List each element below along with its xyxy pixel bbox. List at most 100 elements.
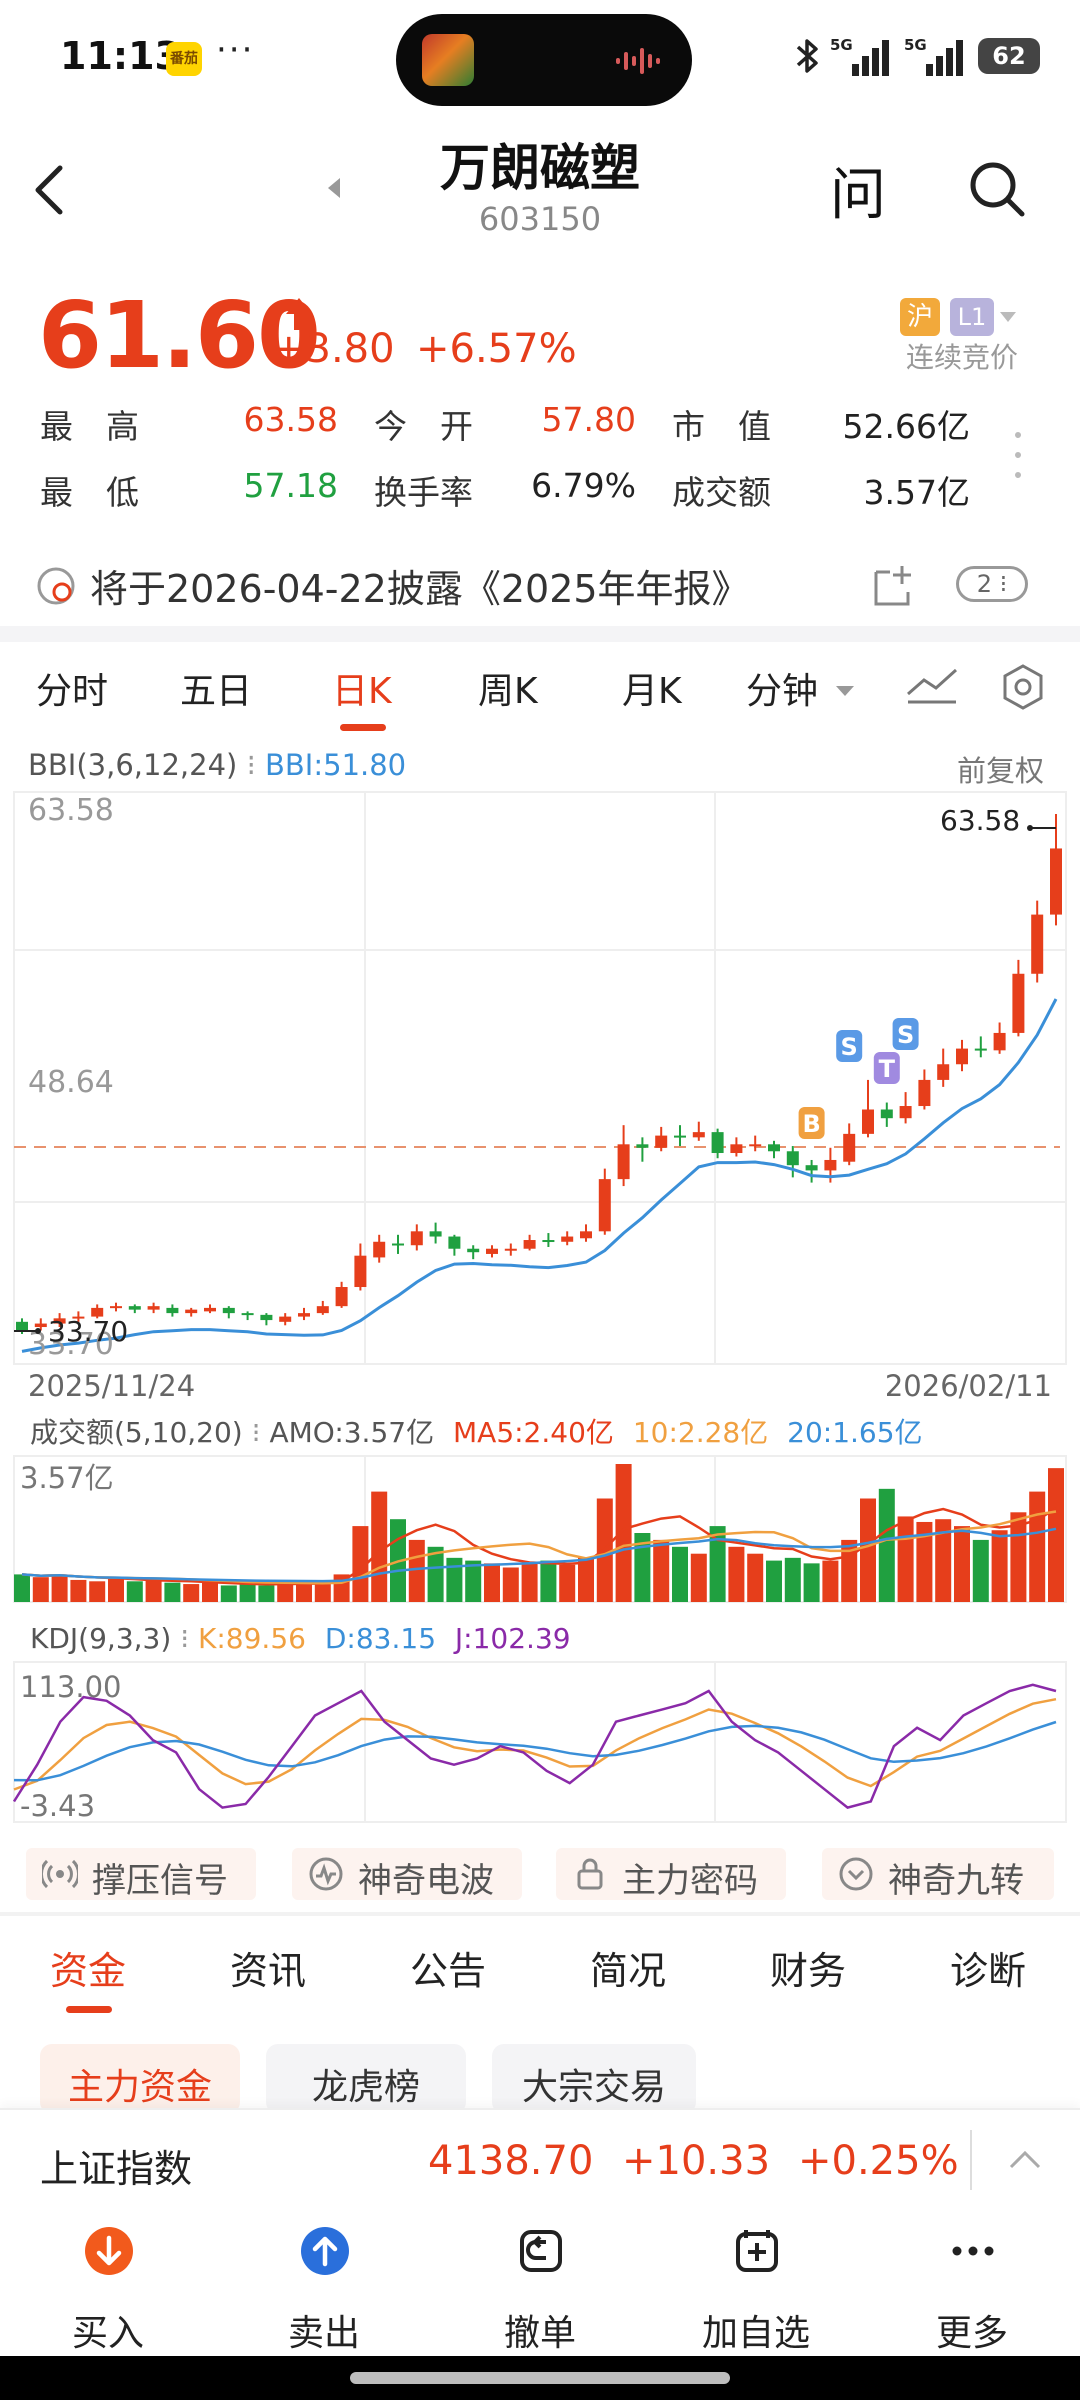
volume-bar: [747, 1553, 764, 1602]
candle: [880, 1109, 893, 1119]
kline-y-mid: 48.64: [28, 1065, 114, 1100]
volume-bar: [521, 1563, 538, 1602]
candle: [279, 1316, 292, 1322]
feature-nine-turn[interactable]: 神奇九转: [822, 1848, 1054, 1901]
tab-funds[interactable]: 资金: [50, 1949, 127, 1993]
candle: [185, 1309, 198, 1314]
candle: [128, 1306, 141, 1310]
candle: [824, 1159, 837, 1171]
volume-bar: [784, 1557, 801, 1602]
chart-settings-icon[interactable]: [998, 662, 1048, 712]
add-note-icon[interactable]: [868, 562, 918, 610]
feature-label-2: 神奇电波: [358, 1861, 494, 1901]
stat-label-high: 最 高: [40, 407, 139, 446]
tab-monthly-k[interactable]: 月K: [622, 671, 682, 712]
search-icon[interactable]: [966, 158, 1028, 220]
index-value: 4138.70: [428, 2138, 594, 2184]
tab-diagnosis[interactable]: 诊断: [950, 1949, 1027, 1993]
date-start: 2025/11/24: [28, 1369, 195, 1403]
app-notification-icon: 番茄: [166, 42, 202, 76]
chevron-up-icon[interactable]: [1008, 2148, 1042, 2170]
signal-badge[interactable]: [873, 1052, 900, 1084]
kdj-y-top: 113.00: [20, 1670, 121, 1704]
feature-main-password[interactable]: 主力密码: [556, 1848, 786, 1901]
feature-label-1: 撑压信号: [92, 1861, 228, 1901]
volume-bar: [841, 1539, 858, 1602]
kdj-j-line: [12, 1683, 1057, 1809]
more-stats-icon[interactable]: [1014, 430, 1022, 480]
chevron-circle-icon: [839, 1857, 873, 1891]
minute-dropdown-icon[interactable]: [836, 686, 854, 696]
kline-frame: [13, 791, 1067, 1365]
tab-intraday[interactable]: 分时: [36, 671, 109, 712]
volume-bar: [1048, 1468, 1064, 1602]
signal-badge[interactable]: [836, 1030, 863, 1062]
cancel-order-button[interactable]: 撤单: [480, 2212, 600, 2354]
kdj-header[interactable]: KDJ(9,3,3) ⁝ K:89.56 D:83.15 J:102.39: [30, 1622, 571, 1655]
sell-button[interactable]: 卖出: [264, 2212, 384, 2354]
volume-bar: [89, 1581, 106, 1602]
feature-magic-wave[interactable]: 神奇电波: [292, 1848, 522, 1901]
volume-bar: [484, 1563, 500, 1602]
buy-button[interactable]: 买入: [48, 2212, 168, 2354]
home-indicator[interactable]: [350, 2372, 730, 2384]
subtab-main-funds[interactable]: 主力资金: [40, 2044, 240, 2114]
trade-signals[interactable]: B STS: [798, 1018, 919, 1139]
cancel-order-icon: [520, 2230, 562, 2272]
tab-news[interactable]: 资讯: [230, 1949, 307, 1993]
volume-bar: [277, 1582, 294, 1602]
volume-bar: [709, 1526, 726, 1602]
volume-bar: [822, 1560, 839, 1602]
level-dropdown-icon[interactable]: [1000, 312, 1016, 322]
subtab-block-trade[interactable]: 大宗交易: [492, 2044, 696, 2114]
stat-value-low: 57.18: [243, 466, 338, 505]
tab-financials[interactable]: 财务: [770, 1949, 847, 1993]
volume-bar: [672, 1546, 688, 1602]
chart-draw-icon[interactable]: [904, 664, 960, 708]
feature-label-3: 主力密码: [622, 1861, 758, 1901]
subtab-dragon-tiger[interactable]: 龙虎榜: [266, 2044, 466, 2114]
signal-label: S: [841, 1033, 858, 1061]
candle: [335, 1287, 348, 1307]
feature-support-resistance[interactable]: 撑压信号: [26, 1848, 256, 1901]
back-arrow-icon[interactable]: [30, 160, 70, 220]
signal-badge[interactable]: [892, 1018, 919, 1050]
level-tag[interactable]: L1: [950, 298, 994, 336]
candle: [580, 1231, 592, 1239]
tab-5day[interactable]: 五日: [180, 671, 253, 712]
index-ticker-bar[interactable]: 上证指数 4138.70 +10.33 +0.25%: [0, 2108, 1080, 2212]
add-watchlist-button[interactable]: 加自选: [696, 2212, 816, 2354]
tab-daily-k[interactable]: 日K: [332, 671, 392, 712]
tab-minute[interactable]: 分钟: [746, 671, 819, 712]
candle: [993, 1032, 1006, 1051]
disclosure-bar[interactable]: 将于2026-04-22披露《2025年年报》 2 ⁝: [0, 552, 1080, 616]
kline-chart[interactable]: 63.58 48.64 33.70 63.58 33.70 B STS 2025/…: [0, 790, 1080, 1840]
stat-label-low: 最 低: [40, 473, 139, 512]
candle: [749, 1144, 762, 1147]
prev-stock-icon[interactable]: [328, 178, 340, 198]
kdj-k: K:89.56: [198, 1622, 306, 1655]
tab-profile[interactable]: 简况: [590, 1949, 667, 1993]
candle: [561, 1236, 574, 1242]
kline-high-marker: 63.58: [940, 804, 1020, 837]
more-button[interactable]: 更多: [912, 2212, 1032, 2354]
volume-bar: [502, 1567, 519, 1602]
tab-announcements[interactable]: 公告: [410, 1949, 487, 1993]
radio-signal-icon: [42, 1859, 78, 1889]
volume-bar: [408, 1539, 425, 1602]
status-bar: 11:13 番茄 ··· 5G 5G: [0, 0, 1080, 110]
volume-header[interactable]: 成交额(5,10,20) ⁝ AMO:3.57亿 MA5:2.40亿 10:2.…: [30, 1416, 923, 1449]
volume-bar: [991, 1530, 1008, 1602]
candle: [786, 1151, 799, 1166]
candle: [147, 1306, 160, 1310]
adjust-mode[interactable]: 前复权: [956, 754, 1044, 788]
candle: [486, 1248, 498, 1254]
signal-badge[interactable]: [798, 1107, 825, 1139]
volume-bar: [51, 1574, 68, 1602]
dynamic-island[interactable]: [396, 14, 692, 106]
ask-button[interactable]: 问: [830, 163, 886, 228]
volume-ma10: 10:2.28亿: [633, 1416, 768, 1449]
disclosure-count[interactable]: 2 ⁝: [956, 566, 1028, 602]
kline-indicator-header[interactable]: BBI(3,6,12,24) ⁝ BBI:51.80: [28, 748, 407, 782]
tab-weekly-k[interactable]: 周K: [478, 671, 538, 712]
